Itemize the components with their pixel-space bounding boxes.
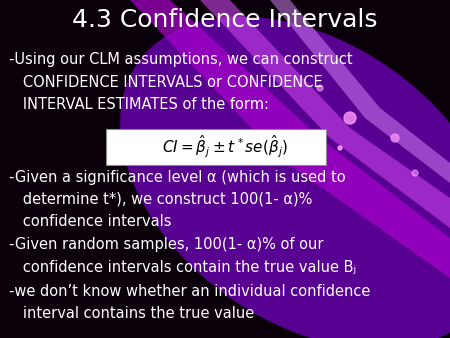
Circle shape — [391, 134, 399, 142]
Polygon shape — [270, 0, 450, 183]
Polygon shape — [200, 0, 450, 228]
Text: $CI = \hat{\beta}_j \pm t^* se(\hat{\beta}_j)$: $CI = \hat{\beta}_j \pm t^* se(\hat{\bet… — [162, 134, 288, 160]
Circle shape — [344, 112, 356, 124]
Text: 4.3 Confidence Intervals: 4.3 Confidence Intervals — [72, 8, 378, 32]
Circle shape — [412, 170, 418, 176]
Text: -we don’t know whether an individual confidence: -we don’t know whether an individual con… — [9, 284, 370, 299]
Text: INTERVAL ESTIMATES of the form:: INTERVAL ESTIMATES of the form: — [9, 97, 269, 112]
Circle shape — [317, 85, 323, 91]
Text: confidence intervals: confidence intervals — [9, 214, 171, 229]
Polygon shape — [130, 0, 450, 278]
Text: -Using our CLM assumptions, we can construct: -Using our CLM assumptions, we can const… — [9, 52, 353, 67]
Text: -Given random samples, 100(1- α)% of our: -Given random samples, 100(1- α)% of our — [9, 237, 324, 252]
Text: determine t*), we construct 100(1- α)%: determine t*), we construct 100(1- α)% — [9, 192, 312, 207]
Text: -Given a significance level α (which is used to: -Given a significance level α (which is … — [9, 170, 346, 185]
Text: interval contains the true value: interval contains the true value — [9, 306, 254, 321]
Text: confidence intervals contain the true value Bⱼ: confidence intervals contain the true va… — [9, 260, 356, 274]
Circle shape — [338, 146, 342, 150]
Polygon shape — [0, 0, 80, 238]
Ellipse shape — [120, 17, 450, 338]
Text: CONFIDENCE INTERVALS or CONFIDENCE: CONFIDENCE INTERVALS or CONFIDENCE — [9, 75, 323, 90]
FancyBboxPatch shape — [106, 129, 326, 165]
